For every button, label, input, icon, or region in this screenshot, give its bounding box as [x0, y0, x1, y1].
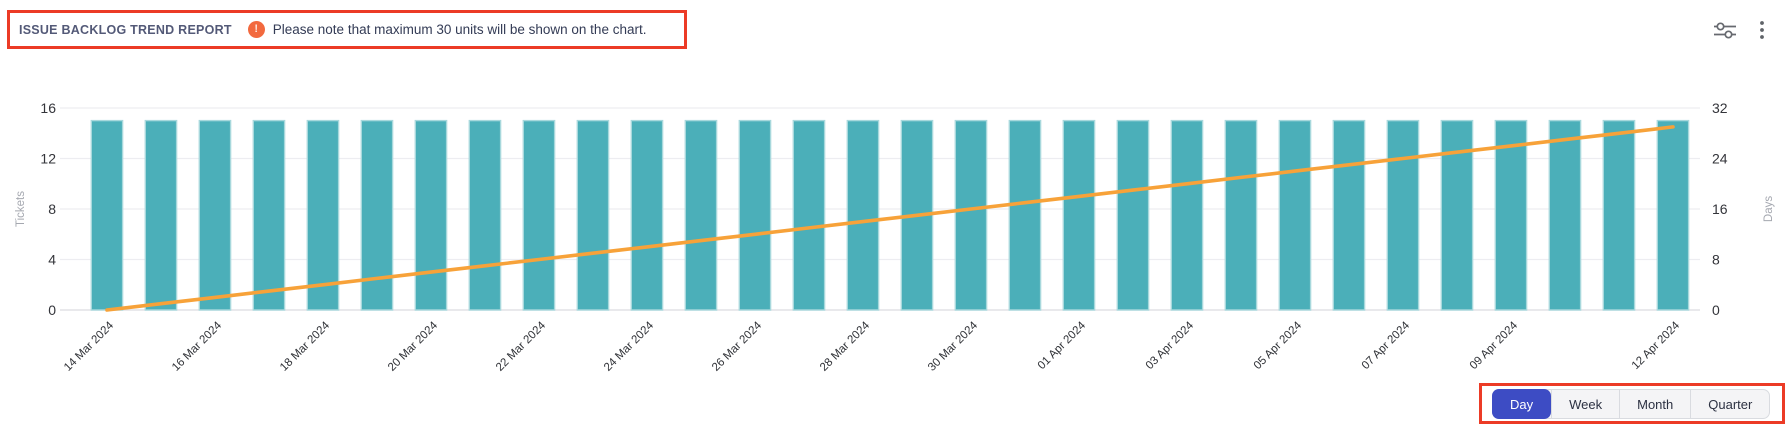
- bar-17 Mar 2024: [252, 119, 286, 311]
- max-units-note: Please note that maximum 30 units will b…: [272, 22, 647, 37]
- chart-toolbar: [1710, 16, 1768, 44]
- bar-19 Mar 2024: [360, 119, 394, 311]
- bar-03 Apr 2024: [1170, 119, 1204, 311]
- header-highlight-box: ISSUE BACKLOG TREND REPORT ! Please note…: [7, 10, 687, 49]
- x-tick-label: 03 Apr 2024: [1144, 319, 1197, 372]
- x-tick-label: 30 Mar 2024: [926, 319, 981, 374]
- period-button-quarter[interactable]: Quarter: [1690, 390, 1769, 418]
- bar-25 Mar 2024: [684, 119, 718, 311]
- svg-text:Tickets: Tickets: [15, 191, 27, 227]
- period-toggle: Day Week Month Quarter: [1492, 389, 1771, 419]
- bar-04 Apr 2024: [1224, 119, 1258, 311]
- bar-08 Apr 2024: [1440, 119, 1474, 311]
- x-tick-label: 28 Mar 2024: [818, 319, 873, 374]
- bar-26 Mar 2024: [738, 119, 772, 311]
- bar-09 Apr 2024: [1494, 119, 1528, 311]
- x-tick-label: 07 Apr 2024: [1360, 319, 1413, 372]
- x-tick-label: 12 Apr 2024: [1630, 319, 1683, 372]
- x-tick-label: 16 Mar 2024: [170, 319, 225, 374]
- bar-24 Mar 2024: [630, 119, 664, 311]
- bar-27 Mar 2024: [792, 119, 826, 311]
- x-tick-label: 20 Mar 2024: [386, 319, 441, 374]
- bar-12 Apr 2024: [1656, 119, 1690, 311]
- days-trend-line: [105, 125, 1675, 312]
- svg-text:Days: Days: [1763, 196, 1775, 222]
- svg-text:8: 8: [48, 201, 56, 217]
- bar-28 Mar 2024: [846, 119, 880, 311]
- x-tick-label: 05 Apr 2024: [1252, 319, 1305, 372]
- svg-text:16: 16: [1712, 201, 1728, 217]
- x-tick-label: 22 Mar 2024: [494, 319, 549, 374]
- bar-18 Mar 2024: [306, 119, 340, 311]
- bar-series: [90, 119, 1690, 311]
- exclamation-circle-icon: !: [247, 21, 265, 38]
- svg-text:16: 16: [40, 100, 56, 116]
- bar-05 Apr 2024: [1278, 119, 1312, 311]
- bar-15 Mar 2024: [144, 119, 178, 311]
- svg-text:8: 8: [1712, 252, 1720, 268]
- svg-text:12: 12: [40, 151, 56, 167]
- bar-30 Mar 2024: [954, 119, 988, 311]
- bar-21 Mar 2024: [468, 119, 502, 311]
- bar-11 Apr 2024: [1602, 119, 1636, 311]
- report-title: ISSUE BACKLOG TREND REPORT: [19, 22, 232, 37]
- bar-07 Apr 2024: [1386, 119, 1420, 311]
- x-tick-label: 14 Mar 2024: [62, 319, 117, 374]
- x-tick-label: 24 Mar 2024: [602, 319, 657, 374]
- x-tick-label: 18 Mar 2024: [278, 319, 333, 374]
- period-toggle-highlight-box: [1479, 383, 1785, 424]
- x-tick-label: 01 Apr 2024: [1036, 319, 1089, 372]
- bar-23 Mar 2024: [576, 119, 610, 311]
- bar-02 Apr 2024: [1116, 119, 1150, 311]
- sliders-icon[interactable]: [1710, 16, 1740, 44]
- bar-01 Apr 2024: [1062, 119, 1096, 311]
- period-button-day[interactable]: Day: [1492, 389, 1552, 419]
- period-button-month[interactable]: Month: [1619, 390, 1690, 418]
- line-series: [105, 125, 1675, 312]
- bar-10 Apr 2024: [1548, 119, 1582, 311]
- bar-06 Apr 2024: [1332, 119, 1366, 311]
- period-button-week[interactable]: Week: [1551, 390, 1619, 418]
- x-tick-label: 09 Apr 2024: [1468, 319, 1521, 372]
- svg-text:32: 32: [1712, 100, 1728, 116]
- svg-text:0: 0: [48, 302, 56, 318]
- bar-20 Mar 2024: [414, 119, 448, 311]
- svg-text:0: 0: [1712, 302, 1720, 318]
- bar-22 Mar 2024: [522, 119, 556, 311]
- x-tick-label: 26 Mar 2024: [710, 319, 765, 374]
- bar-31 Mar 2024: [1008, 119, 1042, 311]
- bar-14 Mar 2024: [90, 119, 124, 311]
- svg-text:24: 24: [1712, 151, 1728, 167]
- kebab-menu-icon[interactable]: [1756, 16, 1768, 44]
- bar-16 Mar 2024: [198, 119, 232, 311]
- svg-text:4: 4: [48, 252, 56, 268]
